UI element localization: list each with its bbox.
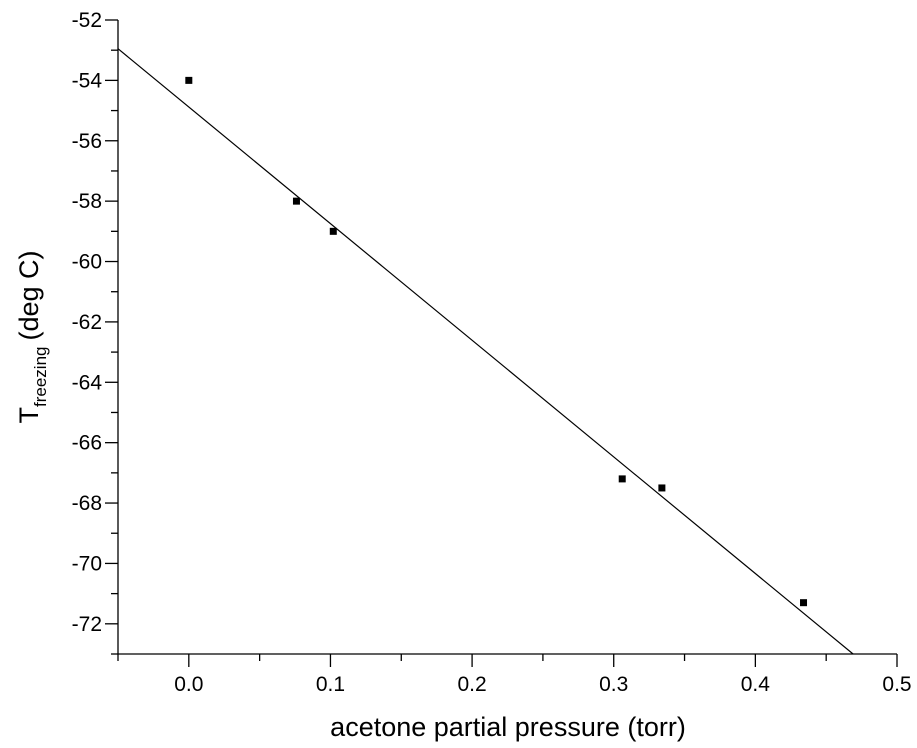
y-tick-label: -66	[72, 432, 102, 455]
x-tick-label: 0.1	[316, 673, 345, 696]
fit-line	[117, 48, 854, 655]
data-point	[185, 76, 193, 84]
x-tick-label: 0.4	[741, 673, 771, 696]
plot-area	[117, 20, 897, 655]
y-tick-label: -70	[72, 552, 102, 575]
data-point	[658, 484, 666, 492]
x-axis-ticks: 0.0 0.1 0.2 0.3 0.4 0.5	[117, 654, 912, 696]
x-tick-label: 0.3	[599, 673, 628, 696]
y-axis-title-group: Tfreezing (deg C)	[14, 250, 50, 423]
x-axis-title: acetone partial pressure (torr)	[330, 712, 686, 742]
x-tick-label: 0.0	[174, 673, 203, 696]
y-tick-label: -64	[72, 371, 103, 394]
y-axis-title-subscript: freezing	[31, 347, 50, 407]
y-tick-label: -54	[72, 69, 103, 92]
y-tick-label: -56	[72, 130, 102, 153]
series-layer	[117, 48, 854, 655]
y-tick-label: -72	[72, 613, 102, 636]
y-tick-label: -58	[72, 190, 102, 213]
data-point	[292, 197, 300, 205]
y-axis-ticks: -52 -54 -56 -58 -60 -62 -64 -66 -68 -70 -72	[72, 9, 118, 655]
y-axis-title-suffix: (deg C)	[14, 250, 44, 340]
data-point	[800, 599, 808, 607]
y-tick-label: -62	[72, 311, 102, 334]
x-tick-label: 0.2	[457, 673, 486, 696]
data-point	[618, 475, 626, 483]
y-tick-label: -52	[72, 9, 102, 32]
data-point	[329, 227, 337, 235]
y-tick-label: -68	[72, 492, 102, 515]
y-axis-title-main: T	[14, 407, 44, 424]
y-tick-label: -60	[72, 251, 102, 274]
x-tick-label: 0.5	[882, 673, 911, 696]
y-axis-title: Tfreezing (deg C)	[14, 250, 50, 423]
